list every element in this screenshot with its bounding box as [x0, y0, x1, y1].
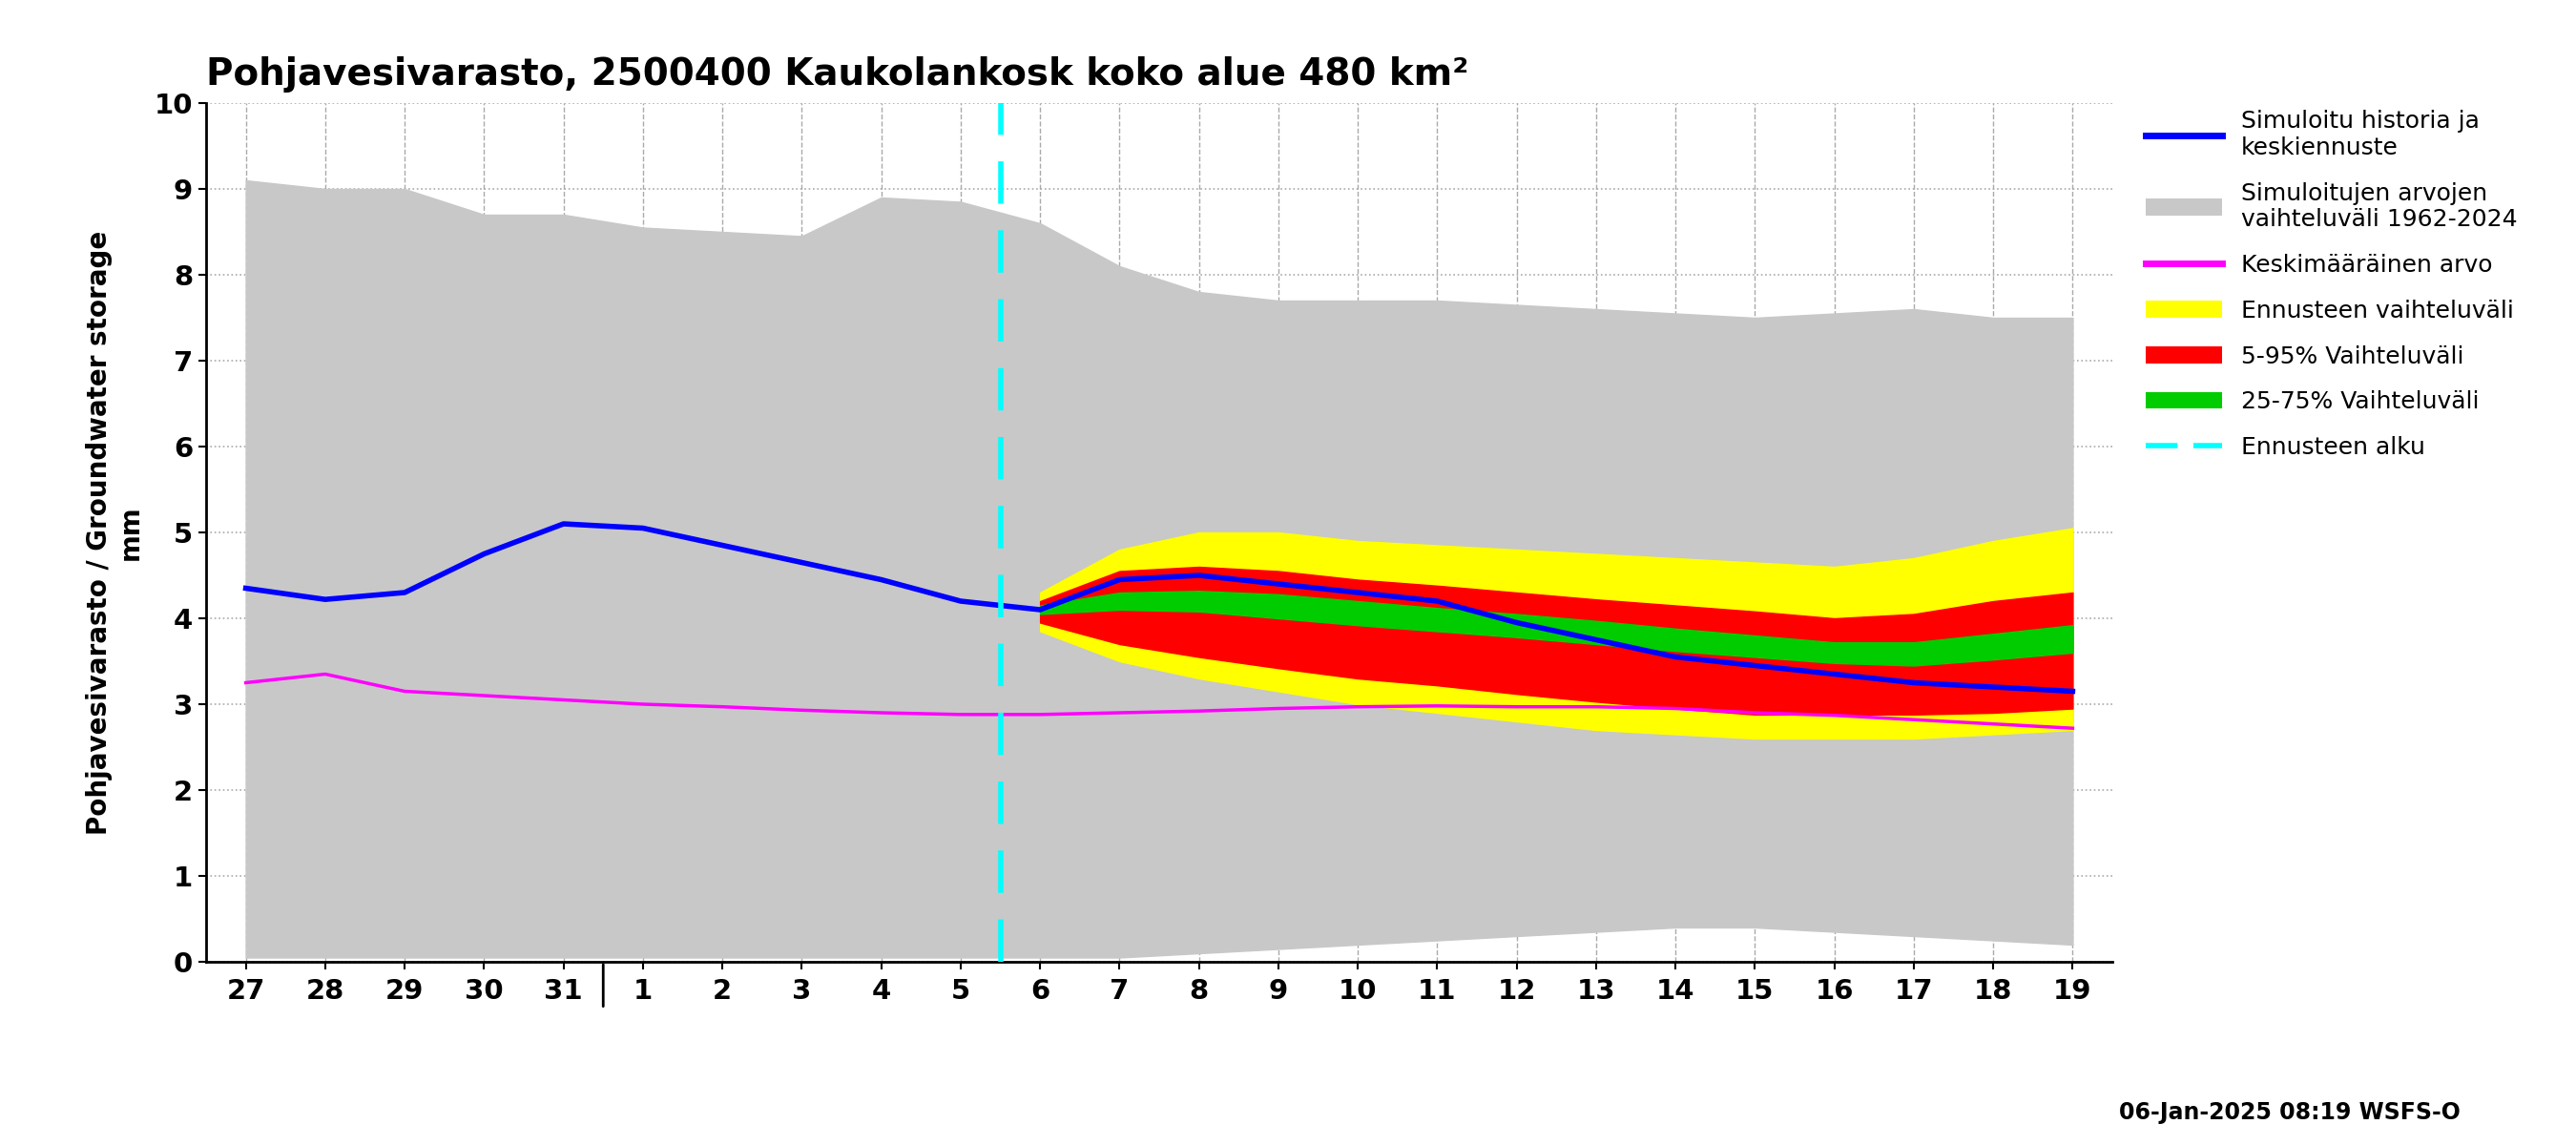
Y-axis label: Pohjavesivarasto / Groundwater storage
mm: Pohjavesivarasto / Groundwater storage m…: [85, 230, 144, 835]
Text: Pohjavesivarasto, 2500400 Kaukolankosk koko alue 480 km²: Pohjavesivarasto, 2500400 Kaukolankosk k…: [206, 56, 1468, 92]
Legend: Simuloitu historia ja
keskiennuste, Simuloitujen arvojen
vaihteluväli 1962-2024,: Simuloitu historia ja keskiennuste, Simu…: [2133, 97, 2530, 471]
Text: 06-Jan-2025 08:19 WSFS-O: 06-Jan-2025 08:19 WSFS-O: [2117, 1101, 2460, 1124]
